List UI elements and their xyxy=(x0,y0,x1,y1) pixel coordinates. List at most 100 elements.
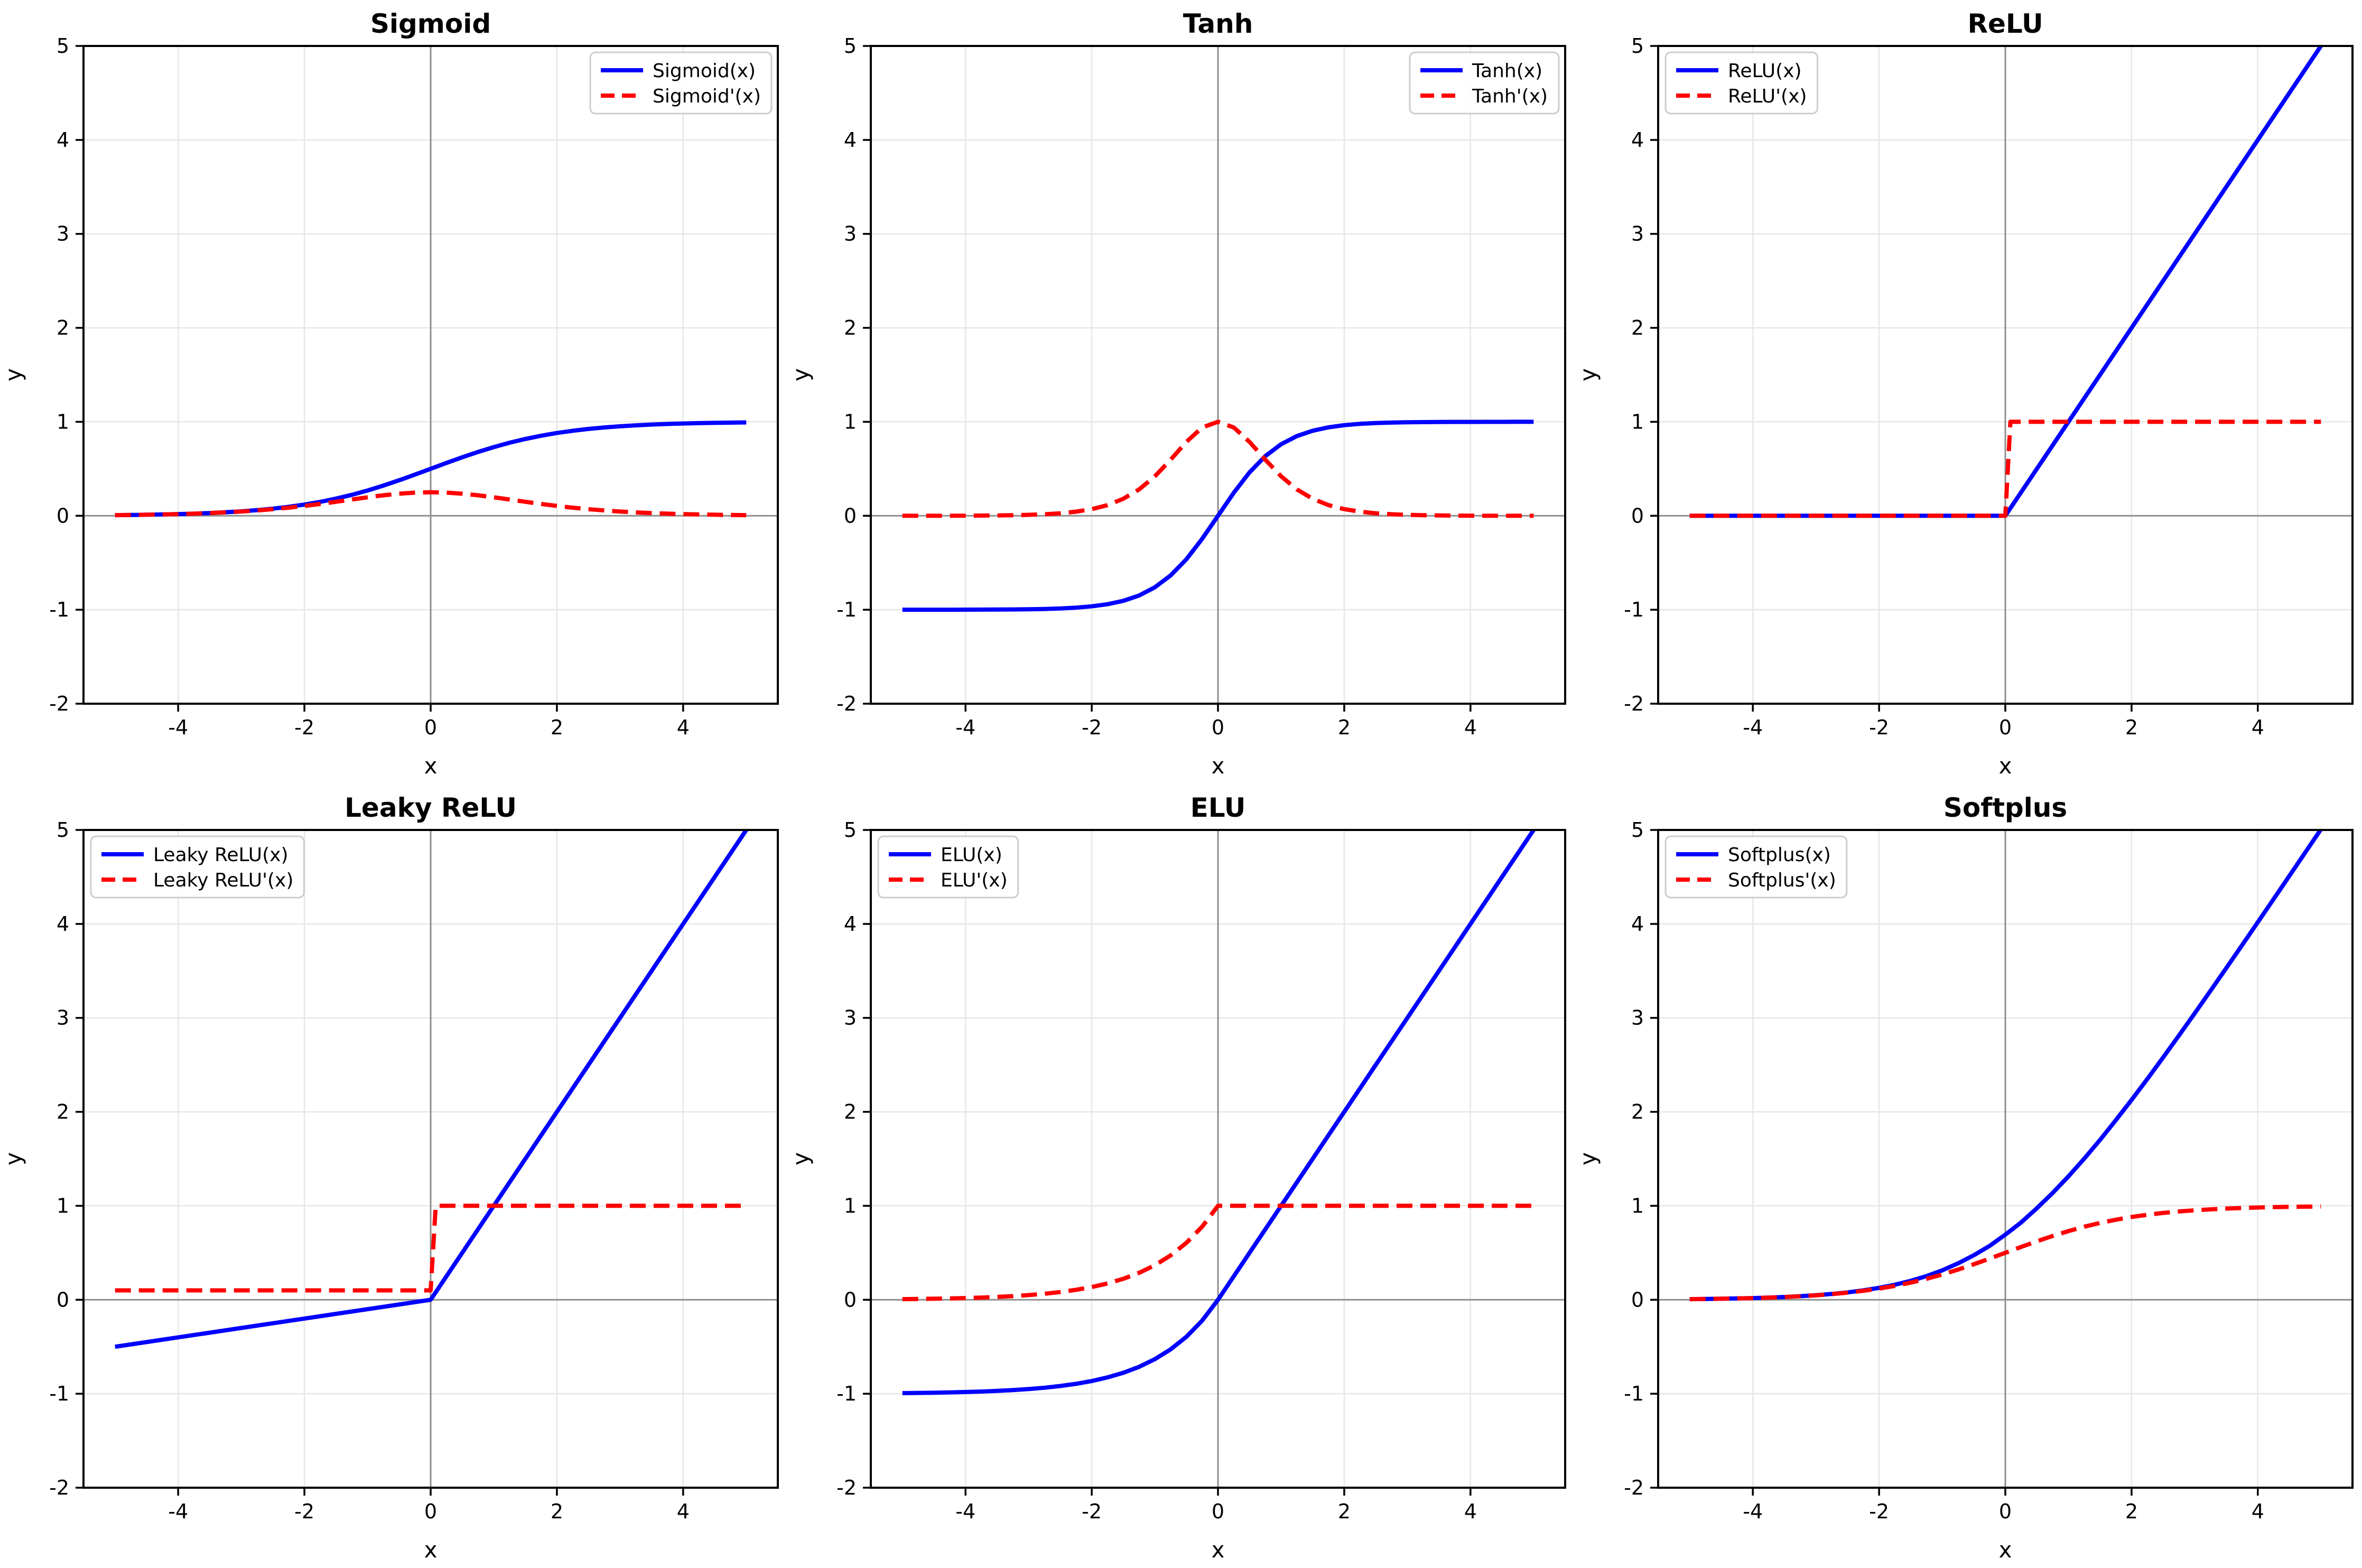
x-axis-label: x xyxy=(424,1537,438,1563)
x-tick-label: -4 xyxy=(168,1500,188,1523)
legend-box xyxy=(589,51,773,115)
subplot-sigmoid: -4 -2 0 2 4-2-1012345SigmoidxySigmoid(x)Sigm… xyxy=(1,8,779,779)
y-tick-label: 4 xyxy=(844,128,857,152)
derivative-curve xyxy=(115,1203,747,1293)
x-tick-label: 0 xyxy=(1999,716,2012,739)
y-tick-label: 3 xyxy=(57,1006,69,1030)
x-tick-label: 0 xyxy=(424,1500,437,1523)
x-tick-label: 2 xyxy=(551,1500,563,1523)
y-tick-label: -2 xyxy=(1624,1476,1644,1499)
subplot-relu: -4 -2 0 2 4 -2 -1 0 1 2 3 4 5 ReLU x y ReLU(x) ReLU'(x) xyxy=(1575,8,2354,779)
y-tick-label: -2 xyxy=(836,1476,857,1499)
x-tick-label: 0 xyxy=(1212,716,1224,739)
y-tick-label: 1 xyxy=(1631,410,1644,433)
y-tick-label: 0 xyxy=(844,1288,857,1311)
curves-layer xyxy=(115,420,747,518)
legend-label: ReLU(x) xyxy=(1728,60,1802,82)
legend-label: ELU(x) xyxy=(941,844,1002,866)
x-tick-label: -2 xyxy=(1869,1500,1889,1523)
legend-label: Tanh'(x) xyxy=(1472,86,1548,107)
y-tick-label: 3 xyxy=(1631,222,1644,246)
legend-label: Leaky ReLU(x) xyxy=(153,844,289,866)
x-tick-label: -2 xyxy=(294,716,314,739)
x-tick-label: 2 xyxy=(1338,1500,1351,1523)
y-tick-label: 5 xyxy=(844,818,857,842)
derivative-curve xyxy=(1689,1204,2321,1302)
legend-box xyxy=(877,835,1019,899)
y-tick-label: 0 xyxy=(1631,504,1644,527)
y-tick-label: 2 xyxy=(57,316,69,340)
y-tick-label: 4 xyxy=(57,912,69,936)
plot-title: Sigmoid xyxy=(370,8,491,39)
curves-layer xyxy=(902,419,1534,612)
x-tick-label: 4 xyxy=(1464,1500,1477,1523)
x-axis-label: x xyxy=(1212,753,1225,779)
x-tick-label: -2 xyxy=(1869,716,1889,739)
subplot-tanh: -4 -2 0 2 4 -2 -1 0 1 2 3 4 5 Tanh x y Tanh(x) Tanh'(x) xyxy=(788,8,1566,779)
legend-label: Sigmoid(x) xyxy=(653,60,756,82)
curves-layer xyxy=(902,830,1536,1395)
plot-title: ELU xyxy=(1191,792,1246,823)
x-axis-label: x xyxy=(1999,1537,2012,1563)
x-tick-label: -4 xyxy=(1743,1500,1763,1523)
y-tick-label: -1 xyxy=(836,1382,857,1405)
y-tick-label: 5 xyxy=(844,34,857,58)
x-axis-label: x xyxy=(424,753,438,779)
x-tick-label: 4 xyxy=(1464,716,1477,739)
curves-layer xyxy=(1689,46,2323,518)
x-axis-label: x xyxy=(1212,1537,1225,1563)
x-tick-label: -2 xyxy=(1082,1500,1102,1523)
x-tick-label: -4 xyxy=(168,716,188,739)
legend-label: Tanh(x) xyxy=(1472,60,1542,82)
subplot-leaky-relu: -4 -2 0 2 4 -2 -1 0 1 2 3 4 5 Leaky ReLU x y Leaky ReLU(… xyxy=(1,792,779,1563)
x-tick-label: 2 xyxy=(1338,716,1351,739)
x-tick-label: 4 xyxy=(2252,1500,2264,1523)
legend-box xyxy=(1664,835,1848,899)
y-tick-label: 0 xyxy=(844,504,857,527)
function-curve xyxy=(115,830,748,1349)
y-tick-label: 5 xyxy=(57,34,69,58)
y-tick-label: 1 xyxy=(57,410,69,433)
y-tick-label: 5 xyxy=(1631,818,1644,842)
y-tick-label: -2 xyxy=(836,692,857,715)
x-tick-label: 2 xyxy=(2125,716,2138,739)
y-tick-label: 2 xyxy=(1631,316,1644,340)
derivative-curve xyxy=(902,419,1534,518)
subplot-elu: -4 -2 0 2 4 -2 -1 0 1 2 3 4 5 ELU x y ELU(x) ELU'(x) xyxy=(788,792,1566,1563)
y-tick-label: 0 xyxy=(57,504,69,527)
plot-title: Leaky ReLU xyxy=(345,792,517,823)
y-axis-label: y xyxy=(1575,1152,1601,1165)
plot-title: Softplus xyxy=(1943,792,2067,823)
y-axis-label: y xyxy=(788,368,814,381)
plot-title: ReLU xyxy=(1967,8,2043,39)
x-tick-label: 4 xyxy=(2252,716,2264,739)
y-tick-label: 2 xyxy=(57,1100,69,1124)
y-tick-label: -1 xyxy=(1624,1382,1644,1405)
y-tick-label: 3 xyxy=(844,1006,857,1030)
legend-label: Softplus'(x) xyxy=(1728,870,1836,891)
y-axis-label: y xyxy=(1,1152,26,1165)
legend-box xyxy=(1664,51,1818,115)
y-tick-label: -2 xyxy=(49,1476,69,1499)
legend: Leaky ReLU(x) Leaky ReLU'(x) xyxy=(90,835,305,899)
y-tick-label: 5 xyxy=(1631,34,1644,58)
legend: Softplus(x) Softplus'(x) xyxy=(1664,835,1848,899)
y-tick-label: 3 xyxy=(1631,1006,1644,1030)
y-tick-label: -1 xyxy=(49,1382,69,1405)
y-tick-label: 3 xyxy=(844,222,857,246)
legend: ELU(x) ELU'(x) xyxy=(877,835,1019,899)
y-axis-label: y xyxy=(788,1152,814,1165)
legend-box xyxy=(1409,51,1560,115)
y-tick-label: -1 xyxy=(1624,598,1644,621)
legend-label: Leaky ReLU'(x) xyxy=(153,870,293,891)
x-axis-label: x xyxy=(1999,753,2012,779)
y-axis-label: y xyxy=(1,368,26,381)
legend-label: Sigmoid'(x) xyxy=(653,86,761,107)
y-tick-label: 4 xyxy=(57,128,69,152)
x-tick-label: 0 xyxy=(1999,1500,2012,1523)
y-tick-label: 0 xyxy=(1631,1288,1644,1311)
x-tick-label: -4 xyxy=(955,1500,975,1523)
x-tick-label: 0 xyxy=(1212,1500,1224,1523)
x-tick-label: 4 xyxy=(677,716,690,739)
legend-label: Softplus(x) xyxy=(1728,844,1831,866)
